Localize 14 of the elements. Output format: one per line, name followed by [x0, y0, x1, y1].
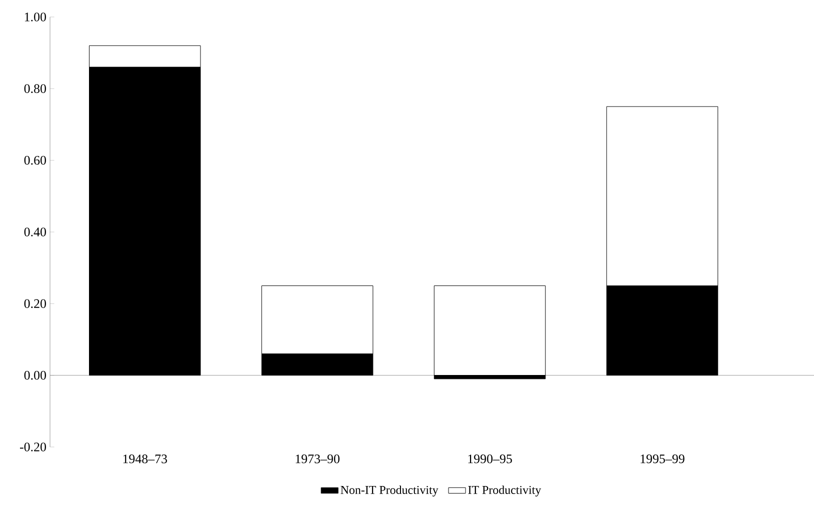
legend-label: IT Productivity [468, 486, 542, 496]
y-tick-label: 0.60 [24, 156, 46, 165]
bar [434, 285, 546, 376]
y-tick-label: 0.80 [24, 84, 46, 94]
y-tick-label: -0.20 [20, 442, 46, 452]
y-tick-label: 1.00 [24, 12, 46, 22]
x-tick-label: 1973–90 [296, 454, 340, 464]
y-tick-label: 0.40 [24, 228, 46, 236]
x-tick-label: 1948–73 [123, 454, 168, 464]
y-tick-label: 0.20 [24, 299, 46, 308]
y-tick-label: 0.00 [24, 370, 46, 380]
x-tick-label: 1990–95 [468, 454, 512, 464]
x-tick-label: 1995–99 [640, 454, 684, 464]
legend-label: Non-IT Productivity [340, 486, 438, 496]
